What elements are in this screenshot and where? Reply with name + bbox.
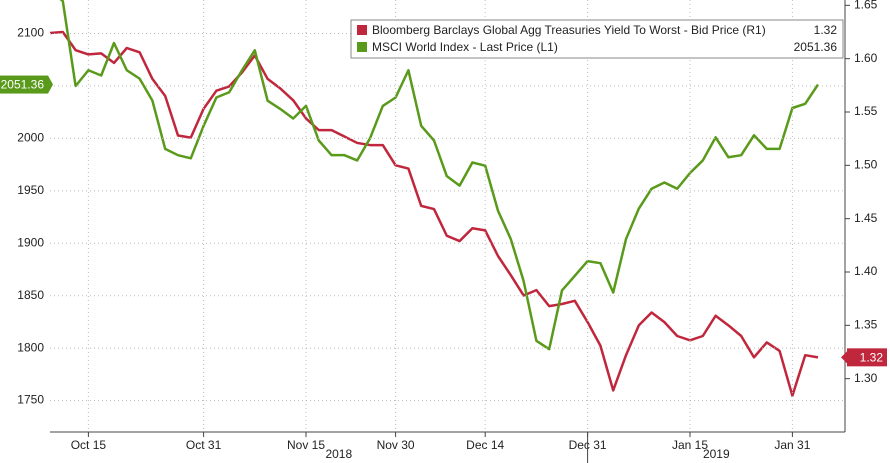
value-tag — [0, 75, 48, 94]
value-tag-label: 2051.36 — [1, 78, 45, 92]
value-tag-arrow — [841, 351, 847, 364]
value-tag-label: 1.32 — [860, 351, 884, 365]
legend-value: 2051.36 — [794, 40, 838, 54]
line-series — [59, 0, 820, 351]
line-series — [50, 30, 819, 397]
y-tick-label: 1900 — [17, 235, 44, 249]
x-tick-label: Dec 14 — [466, 438, 504, 452]
y-tick-label: 1850 — [17, 288, 44, 302]
y2-tick-label: 1.30 — [854, 371, 878, 385]
y-tick-label: 1800 — [17, 340, 44, 354]
legend-label: Bloomberg Barclays Global Agg Treasuries… — [372, 23, 766, 37]
year-label: 2019 — [703, 447, 730, 461]
value-tag — [847, 348, 887, 367]
x-tick-label: Jan 31 — [774, 438, 810, 452]
x-tick-label: Oct 15 — [71, 438, 107, 452]
x-tick-label: Nov 30 — [377, 438, 415, 452]
year-label: 2018 — [325, 447, 352, 461]
legend-swatch — [357, 42, 367, 52]
y2-tick-label: 1.50 — [854, 158, 878, 172]
y-tick-label: 1750 — [17, 393, 44, 407]
y-tick-label: 2100 — [17, 26, 44, 40]
legend-swatch — [357, 25, 367, 35]
y2-tick-label: 1.45 — [854, 211, 878, 225]
legend-box — [350, 19, 844, 59]
y2-tick-label: 1.35 — [854, 318, 878, 332]
x-tick-label: Oct 31 — [186, 438, 222, 452]
y-tick-label: 2000 — [17, 131, 44, 145]
legend-value: 1.32 — [814, 23, 838, 37]
x-tick-label: Jan 15 — [672, 438, 708, 452]
y2-tick-label: 1.65 — [854, 0, 878, 12]
plot-area — [50, 0, 820, 397]
y-tick-label: 1950 — [17, 183, 44, 197]
legend-label: MSCI World Index - Last Price (L1) — [372, 40, 558, 54]
y2-tick-label: 1.40 — [854, 264, 878, 278]
y2-tick-label: 1.55 — [854, 104, 878, 118]
value-tag-arrow — [48, 75, 53, 94]
x-tick-label: Nov 15 — [287, 438, 325, 452]
y2-tick-label: 1.60 — [854, 51, 878, 65]
